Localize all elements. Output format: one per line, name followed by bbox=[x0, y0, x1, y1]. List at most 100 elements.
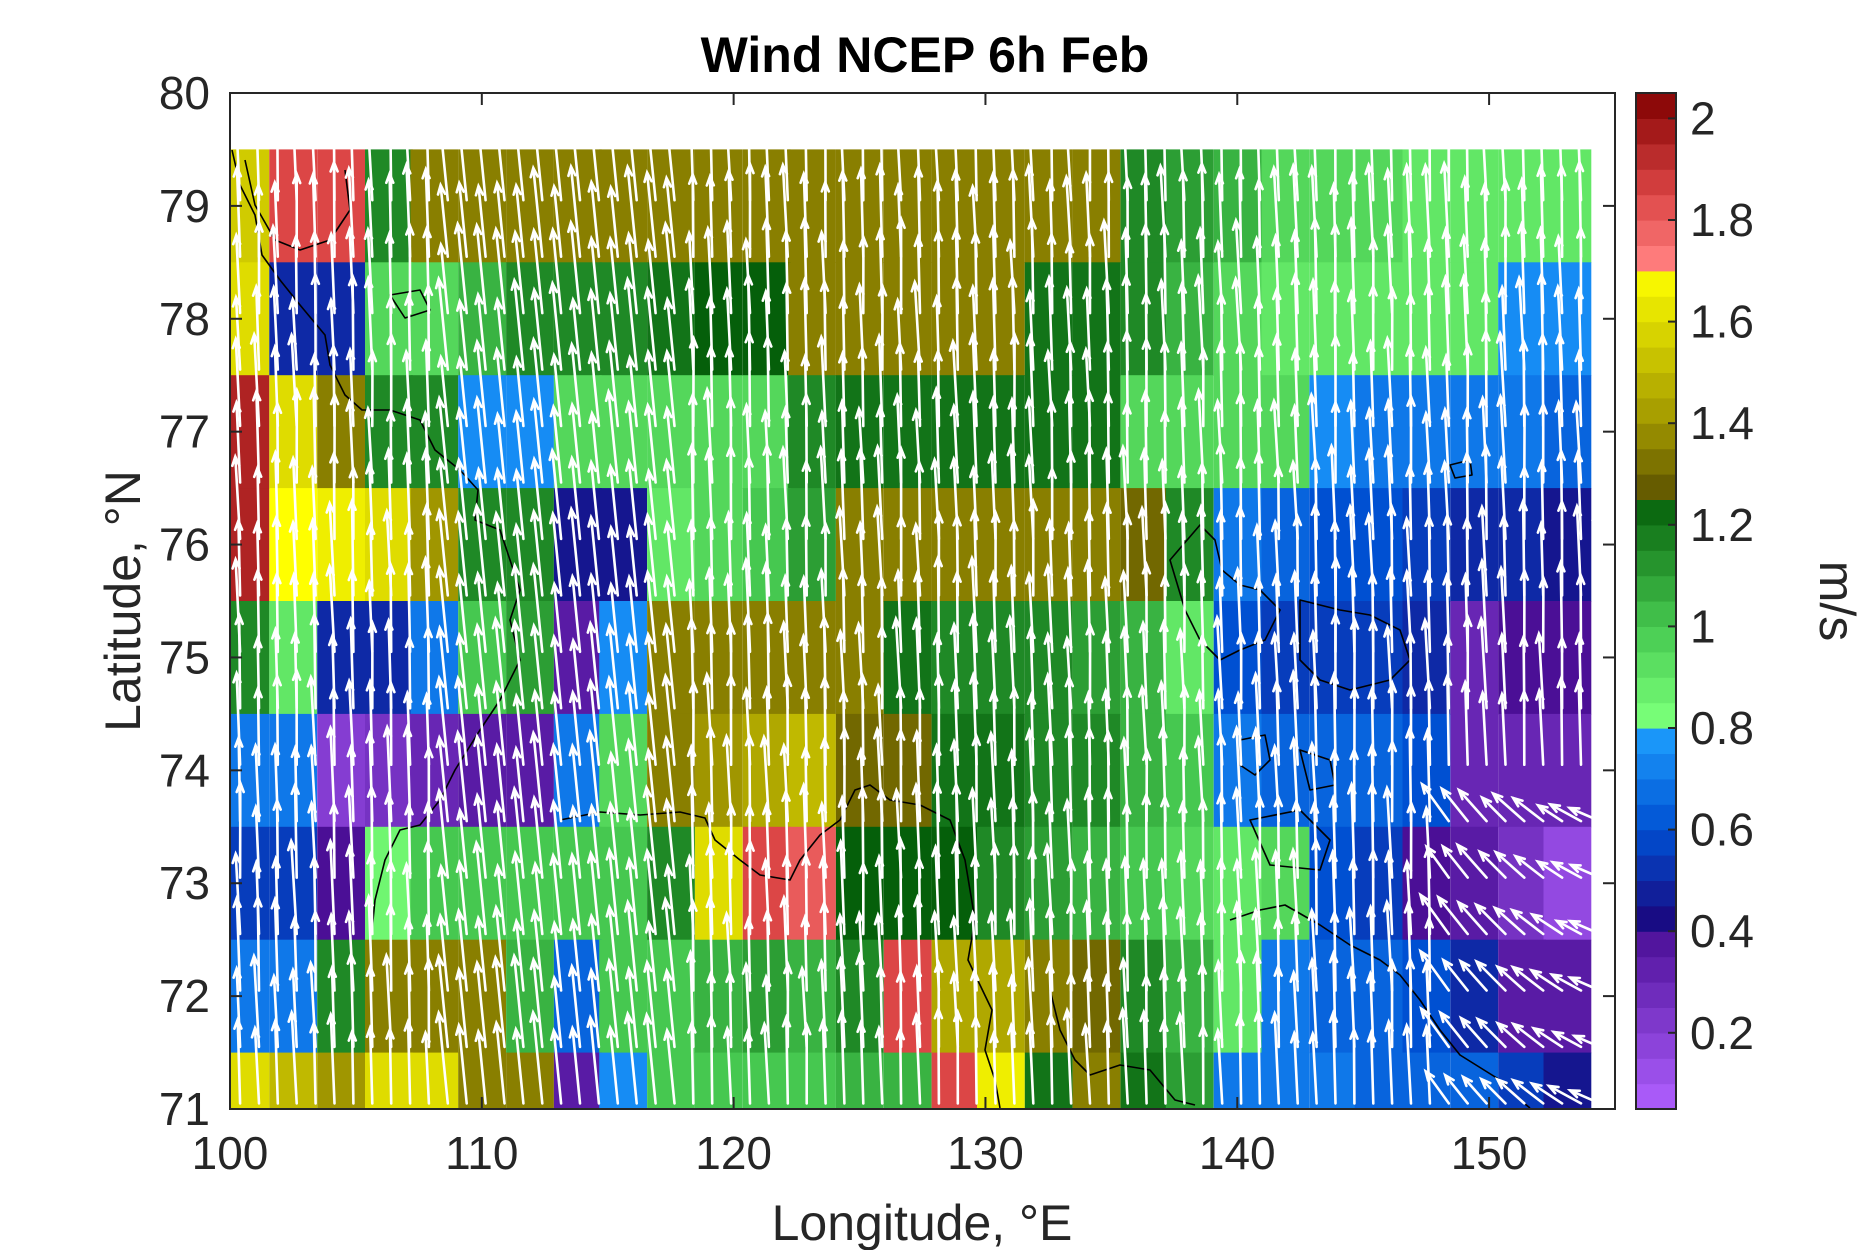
heatmap-cell bbox=[694, 1052, 743, 1109]
wind-arrow bbox=[1519, 95, 1529, 146]
wind-arrow bbox=[1477, 503, 1488, 597]
wind-arrow bbox=[913, 95, 924, 146]
wind-arrow bbox=[455, 179, 468, 258]
wind-arrow bbox=[512, 744, 525, 823]
heatmap-cell bbox=[977, 262, 1025, 376]
wind-arrow bbox=[1420, 616, 1432, 710]
wind-arrow bbox=[741, 236, 752, 315]
wind-arrow bbox=[436, 456, 450, 541]
wind-arrow bbox=[891, 615, 903, 710]
wind-arrow bbox=[666, 97, 676, 146]
wind-arrow bbox=[607, 524, 620, 597]
heatmap-cell bbox=[317, 262, 365, 376]
wind-arrow bbox=[474, 465, 487, 541]
wind-arrow bbox=[605, 903, 620, 992]
wind-arrow bbox=[492, 345, 506, 428]
wind-arrow bbox=[910, 278, 922, 371]
wind-arrow bbox=[492, 679, 506, 766]
wind-arrow bbox=[549, 741, 563, 823]
wind-arrow bbox=[895, 95, 906, 146]
wind-arrow bbox=[1441, 957, 1469, 992]
wind-arrow bbox=[1594, 95, 1605, 146]
heatmap-cell bbox=[1072, 713, 1121, 828]
coastline-kolyma bbox=[1049, 989, 1196, 1106]
wind-arrow bbox=[663, 862, 676, 936]
wind-arrow bbox=[662, 797, 676, 879]
heatmap-cell bbox=[506, 826, 554, 941]
wind-arrow bbox=[493, 179, 506, 258]
wind-arrow bbox=[567, 340, 582, 428]
wind-arrow bbox=[346, 95, 357, 146]
wind-arrow bbox=[722, 910, 733, 992]
wind-arrow bbox=[568, 742, 582, 823]
wind-arrow bbox=[549, 510, 563, 597]
heatmap-cell bbox=[977, 713, 1025, 828]
wind-arrow bbox=[587, 513, 601, 597]
heatmap-cell bbox=[506, 1052, 554, 1109]
wind-arrow bbox=[586, 849, 601, 936]
heatmap-cell bbox=[230, 375, 270, 489]
wind-arrow bbox=[493, 410, 506, 484]
wind-arrow bbox=[328, 95, 338, 146]
wind-arrow bbox=[512, 521, 525, 597]
heatmap-cell bbox=[1261, 375, 1310, 489]
wind-arrow bbox=[437, 353, 450, 428]
heatmap-cell bbox=[1498, 826, 1546, 941]
wind-arrow bbox=[624, 230, 638, 315]
wind-arrow bbox=[306, 673, 317, 766]
heatmap-cell bbox=[788, 1052, 836, 1109]
wind-arrow bbox=[530, 622, 544, 710]
wind-arrow bbox=[606, 235, 620, 315]
heatmap-cell bbox=[317, 713, 365, 828]
wind-arrow bbox=[587, 287, 601, 371]
wind-arrow bbox=[892, 786, 903, 879]
heatmap-cell bbox=[1354, 826, 1403, 941]
wind-arrow bbox=[435, 564, 450, 654]
wind-arrow bbox=[1382, 784, 1394, 879]
heatmap-cell bbox=[317, 149, 365, 263]
wind-arrow bbox=[550, 580, 563, 654]
wind-arrow bbox=[587, 802, 601, 879]
wind-arrow bbox=[1440, 843, 1469, 879]
wind-arrow bbox=[286, 837, 298, 936]
wind-arrow bbox=[587, 178, 601, 258]
colorbar-segment bbox=[1636, 1032, 1676, 1059]
wind-arrow bbox=[644, 746, 657, 823]
heatmap-cell bbox=[410, 488, 459, 602]
heatmap-cell bbox=[977, 149, 1025, 263]
heatmap-cell bbox=[506, 375, 554, 489]
wind-arrow bbox=[454, 674, 468, 766]
wind-arrow bbox=[1383, 623, 1394, 710]
heatmap-cell bbox=[230, 826, 270, 941]
wind-arrow bbox=[530, 794, 544, 879]
wind-arrow bbox=[439, 97, 450, 146]
heatmap-cell bbox=[1543, 262, 1592, 376]
wind-arrow bbox=[606, 120, 620, 202]
wind-arrow bbox=[1455, 899, 1488, 936]
wind-arrow bbox=[587, 350, 601, 428]
wind-arrow bbox=[434, 275, 450, 371]
heatmap-cell bbox=[694, 939, 743, 1054]
heatmap-cell bbox=[788, 601, 836, 715]
wind-arrow bbox=[1062, 1006, 1073, 1105]
wind-arrow bbox=[662, 457, 676, 541]
heatmap-cell bbox=[230, 488, 270, 602]
colorbar-segment bbox=[1636, 169, 1676, 196]
wind-arrow bbox=[491, 615, 506, 710]
wind-arrow bbox=[644, 237, 657, 315]
heatmap-cell bbox=[506, 713, 554, 828]
colorbar-segment bbox=[1636, 829, 1676, 856]
wind-arrow bbox=[702, 385, 714, 484]
heatmap-cell bbox=[883, 939, 932, 1054]
heatmap-cell bbox=[788, 488, 836, 602]
wind-arrow bbox=[1512, 854, 1545, 879]
wind-arrow bbox=[474, 182, 487, 258]
wind-arrow bbox=[1534, 859, 1564, 879]
wind-arrow bbox=[1213, 397, 1224, 484]
coastline-island-5 bbox=[1249, 809, 1331, 871]
wind-arrow bbox=[702, 671, 714, 766]
wind-arrow bbox=[1478, 1076, 1507, 1105]
wind-arrow bbox=[663, 348, 676, 428]
heatmap-cell bbox=[599, 149, 647, 263]
